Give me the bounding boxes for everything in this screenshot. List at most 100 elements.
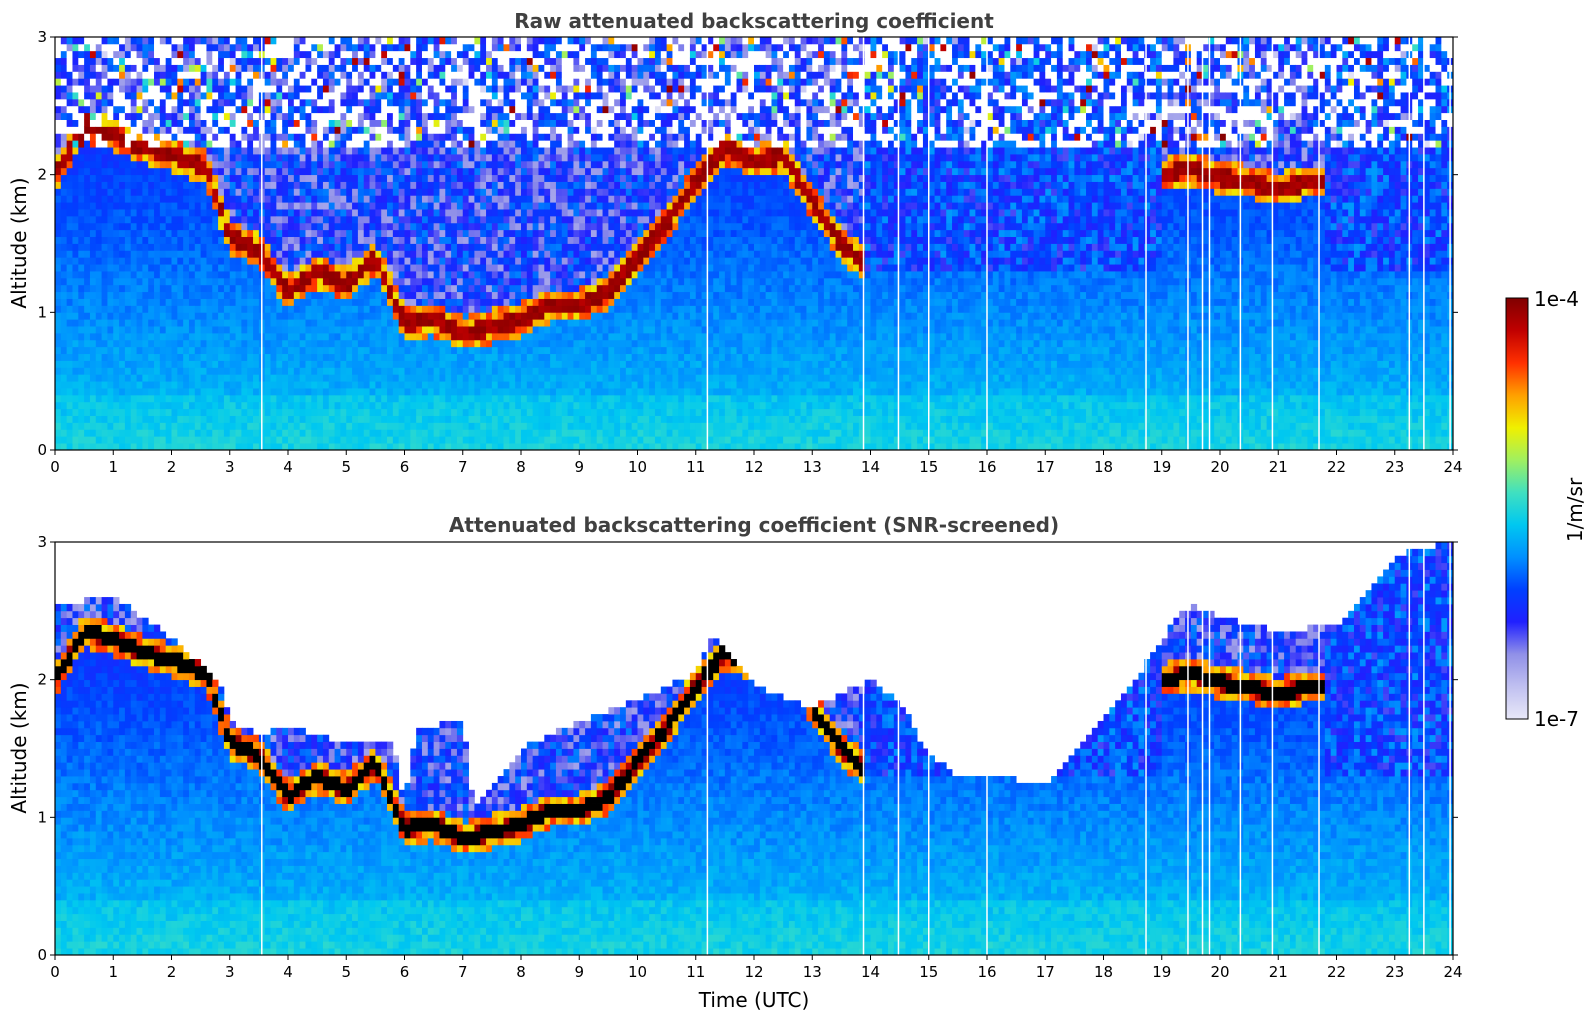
heatmap-cell [346, 181, 353, 189]
heatmap-cell [142, 388, 149, 396]
heatmap-cell [188, 140, 196, 148]
heatmap-cell [398, 112, 405, 120]
heatmap-cell [200, 160, 207, 169]
heatmap-cell [241, 37, 248, 45]
heatmap-cell [282, 85, 289, 93]
heatmap-cell [346, 243, 353, 251]
heatmap-cell [404, 154, 411, 162]
heatmap-cell [235, 195, 242, 203]
heatmap-cell [270, 64, 277, 72]
heatmap-cell [148, 346, 155, 355]
heatmap-cell [288, 326, 295, 334]
heatmap-cell [404, 92, 411, 100]
heatmap-cell [421, 126, 429, 134]
heatmap-cell [474, 305, 481, 313]
heatmap-cell [427, 43, 435, 52]
heatmap-cell [369, 181, 376, 189]
heatmap-cell [165, 381, 172, 389]
heatmap-cell [200, 98, 207, 107]
heatmap-cell [526, 147, 534, 155]
heatmap-cell [66, 167, 73, 176]
heatmap-cell [293, 133, 301, 141]
heatmap-cell [311, 64, 318, 72]
heatmap-cell [142, 264, 149, 272]
heatmap-cell [509, 422, 516, 430]
heatmap-cell [78, 181, 85, 189]
heatmap-cell [154, 147, 161, 155]
heatmap-cell [124, 71, 132, 79]
heatmap-cell [72, 326, 79, 334]
heatmap-cell [421, 64, 429, 72]
heatmap-cell [322, 43, 330, 52]
heatmap-cell [212, 291, 219, 299]
heatmap-cell [212, 422, 219, 430]
heatmap-cell [491, 57, 499, 65]
heatmap-cell [159, 215, 167, 224]
heatmap-cell [398, 367, 405, 375]
heatmap-cell [480, 381, 487, 389]
heatmap-cell [206, 71, 213, 79]
heatmap-cell [288, 394, 295, 403]
heatmap-cell [183, 236, 190, 244]
heatmap-cell [392, 126, 400, 134]
heatmap-cell [521, 284, 528, 293]
heatmap-cell [404, 257, 411, 265]
heatmap-cell [340, 119, 347, 127]
heatmap-cell [159, 250, 167, 258]
heatmap-cell [311, 312, 318, 320]
heatmap-cell [229, 140, 236, 148]
heatmap-cell [84, 43, 91, 52]
heatmap-cell [439, 222, 446, 231]
heatmap-cell [264, 188, 271, 196]
heatmap-cell [142, 37, 149, 45]
heatmap-cell [171, 112, 178, 120]
heatmap-cell [229, 388, 236, 396]
heatmap-cell [247, 319, 254, 327]
heatmap-cell [486, 229, 493, 238]
heatmap-cell [340, 305, 347, 313]
heatmap-cell [72, 422, 79, 430]
heatmap-cell [130, 401, 137, 410]
heatmap-cell [421, 401, 429, 410]
heatmap-cell [119, 408, 126, 416]
heatmap-cell [293, 374, 301, 382]
heatmap-cell [188, 332, 196, 341]
heatmap-cell [223, 394, 231, 403]
heatmap-cell [340, 43, 347, 52]
heatmap-cell [392, 284, 400, 293]
heatmap-cell [474, 298, 481, 306]
heatmap-cell [241, 50, 248, 59]
heatmap-cell [276, 271, 283, 279]
heatmap-cell [427, 250, 435, 258]
heatmap-cell [474, 174, 481, 182]
heatmap-cell [416, 298, 423, 306]
heatmap-cell [474, 78, 481, 86]
heatmap-cell [270, 195, 277, 203]
heatmap-cell [253, 443, 260, 451]
heatmap-cell [491, 105, 499, 114]
heatmap-cell [416, 291, 423, 299]
heatmap-cell [188, 277, 196, 286]
heatmap-cell [486, 257, 493, 265]
heatmap-cell [253, 353, 260, 361]
heatmap-cell [293, 257, 301, 265]
heatmap-cell [445, 257, 452, 265]
heatmap-cell [113, 429, 120, 437]
heatmap-cell [60, 374, 68, 382]
heatmap-cell [95, 78, 103, 86]
heatmap-cell [124, 429, 132, 437]
heatmap-cell [526, 181, 534, 189]
heatmap-cell [270, 160, 277, 169]
heatmap-cell [462, 209, 469, 217]
heatmap-cell [206, 64, 213, 72]
heatmap-cell [78, 71, 85, 79]
heatmap-cell [188, 50, 196, 59]
heatmap-cell [456, 43, 464, 52]
heatmap-cell [218, 147, 225, 155]
heatmap-cell [124, 181, 132, 189]
heatmap-cell [101, 422, 108, 430]
heatmap-cell [515, 78, 522, 86]
heatmap-cell [66, 71, 73, 79]
heatmap-cell [369, 415, 376, 423]
heatmap-cell [218, 415, 225, 423]
